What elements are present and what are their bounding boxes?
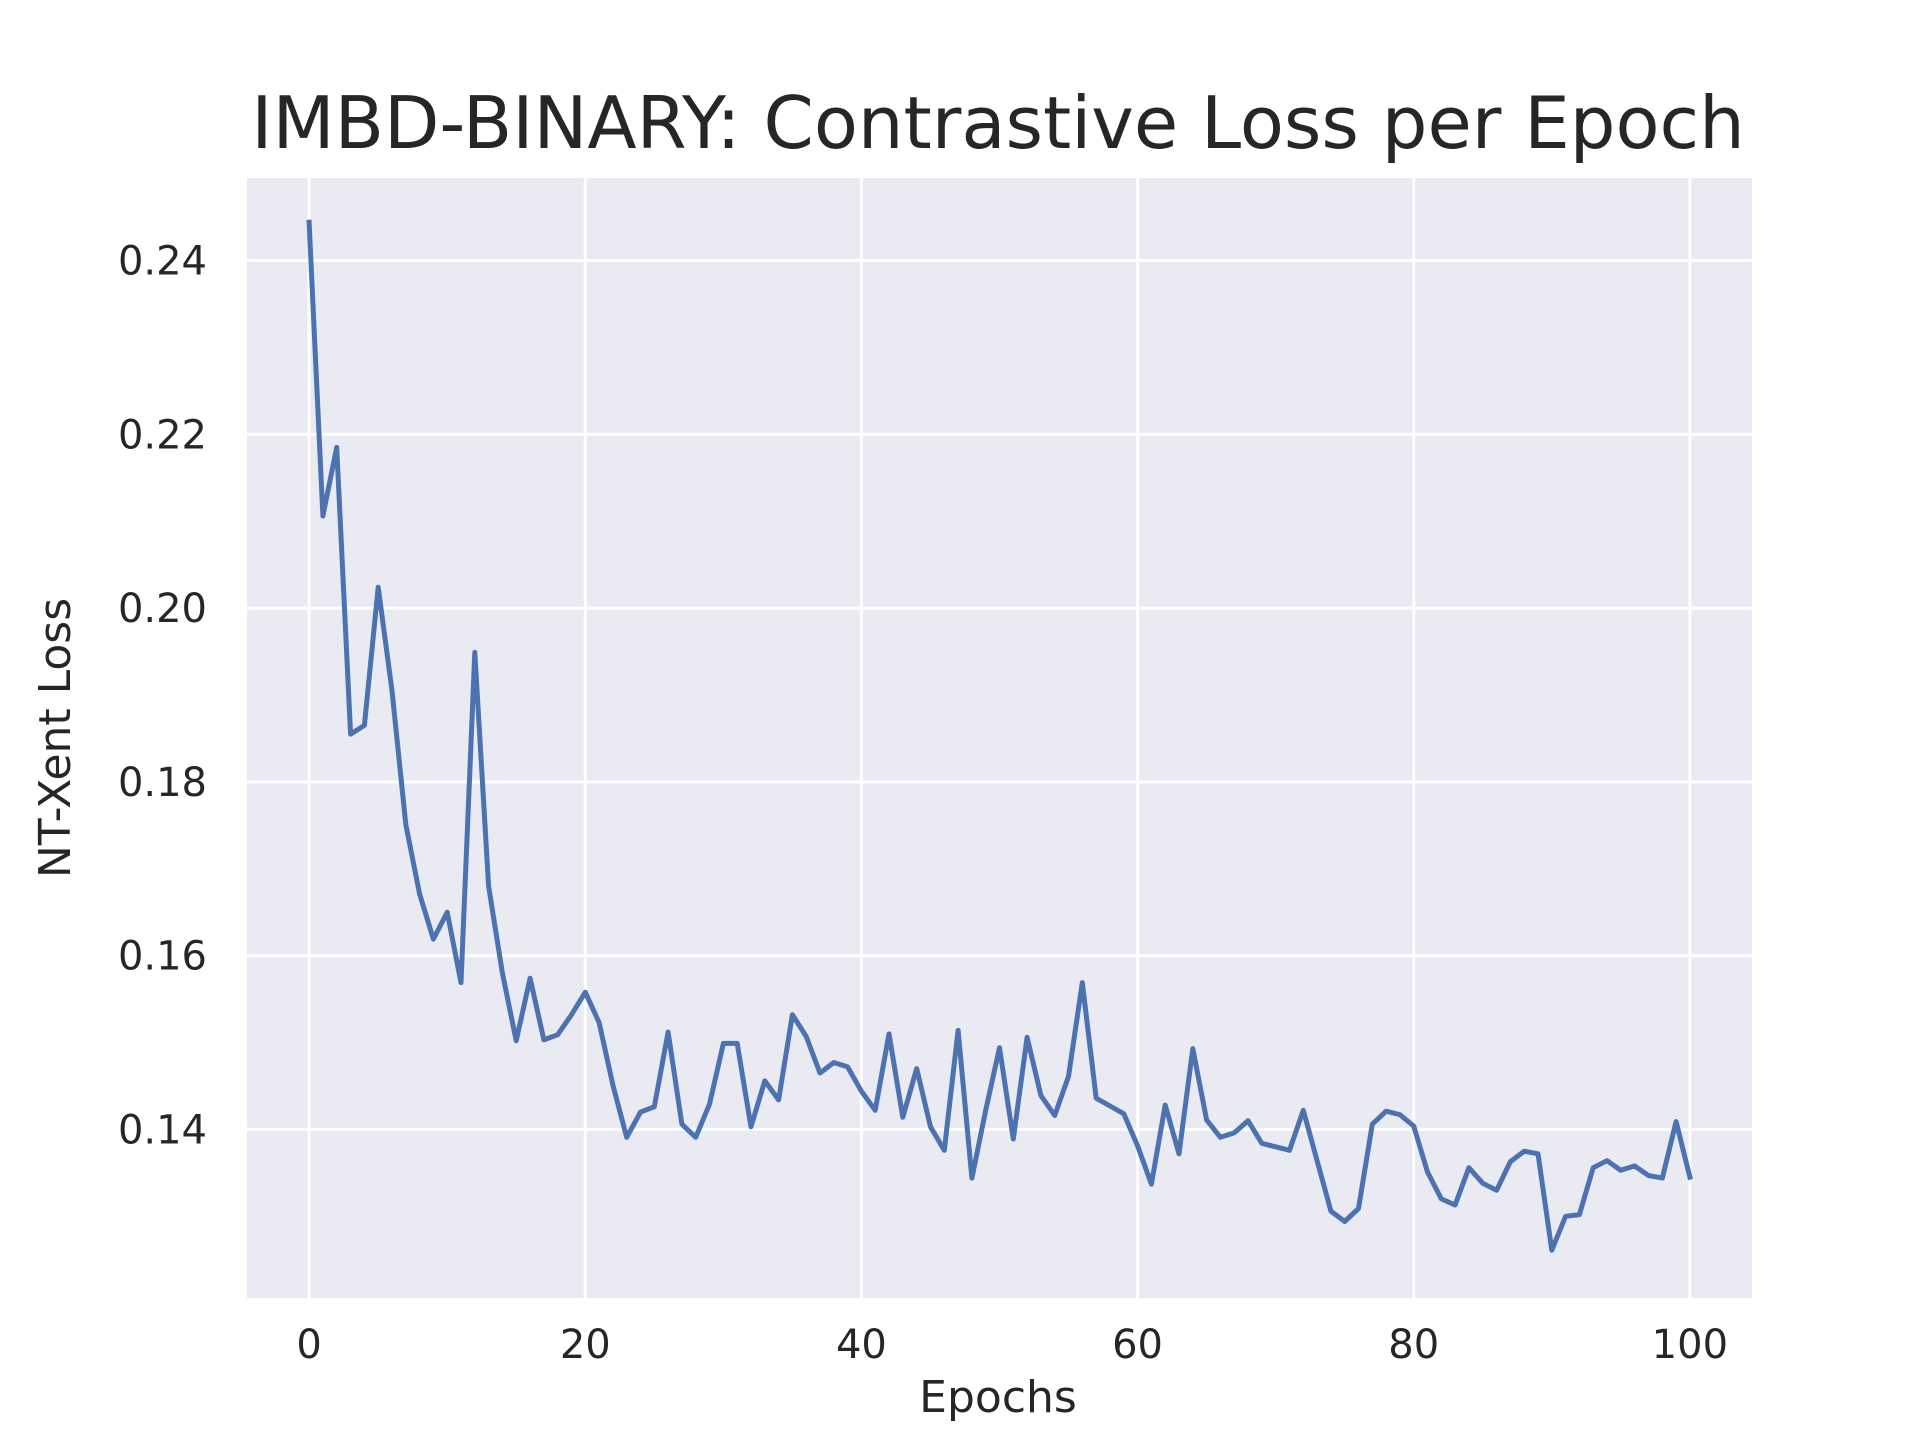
y-tick-label: 0.18	[118, 760, 207, 806]
x-tick-label: 0	[296, 1322, 321, 1368]
x-tick-label: 80	[1388, 1322, 1439, 1368]
plot-background	[247, 178, 1752, 1298]
loss-series-line	[306, 219, 1693, 1253]
x-axis-label: Epochs	[919, 1372, 1077, 1423]
y-tick-label: 0.14	[118, 1107, 207, 1153]
y-axis-label: NT-Xent Loss	[30, 598, 81, 878]
x-tick-label: 20	[560, 1322, 611, 1368]
tick-labels: 0 20 40 60 80 100 0.14 0.16 0.18 0.20 0.22 0.24	[118, 239, 1728, 1368]
series-layer	[306, 219, 1693, 1253]
y-tick-label: 0.22	[118, 412, 207, 458]
y-tick-label: 0.16	[118, 934, 207, 980]
x-tick-label: 100	[1652, 1322, 1728, 1368]
x-tick-label: 40	[836, 1322, 887, 1368]
y-tick-label: 0.24	[118, 239, 207, 285]
y-tick-label: 0.20	[118, 586, 207, 632]
chart-title: IMBD-BINARY: Contrastive Loss per Epoch	[251, 81, 1745, 165]
x-tick-label: 60	[1112, 1322, 1163, 1368]
